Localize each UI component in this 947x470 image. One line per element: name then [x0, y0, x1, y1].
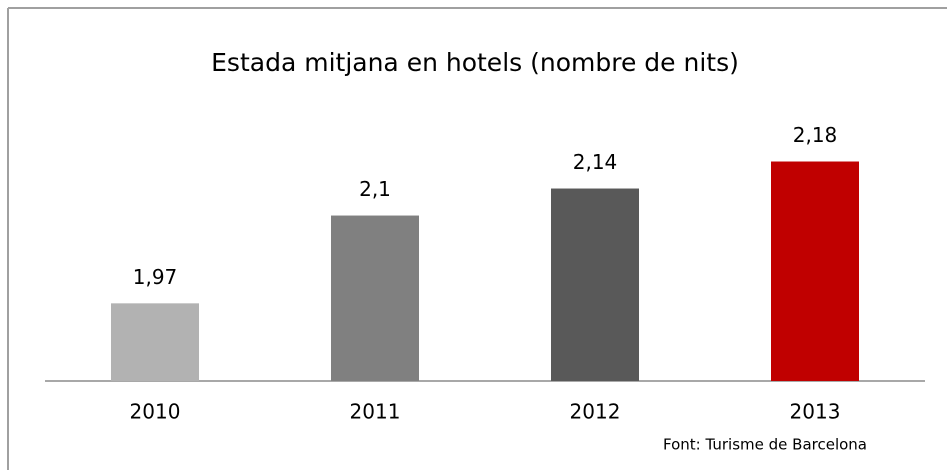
x-tick-label: 2013: [790, 400, 841, 424]
x-tick-label: 2010: [130, 400, 181, 424]
x-tick-label: 2012: [570, 400, 621, 424]
data-label: 1,97: [133, 265, 178, 289]
bar: [111, 303, 199, 381]
chart-title: Estada mitjana en hotels (nombre de nits…: [211, 48, 739, 77]
bar: [331, 215, 419, 381]
bar: [771, 161, 859, 381]
data-label: 2,14: [573, 150, 618, 174]
data-label: 2,18: [793, 123, 838, 147]
data-label: 2,1: [359, 177, 391, 201]
bar: [551, 188, 639, 381]
source-note: Font: Turisme de Barcelona: [663, 436, 867, 454]
x-tick-label: 2011: [350, 400, 401, 424]
